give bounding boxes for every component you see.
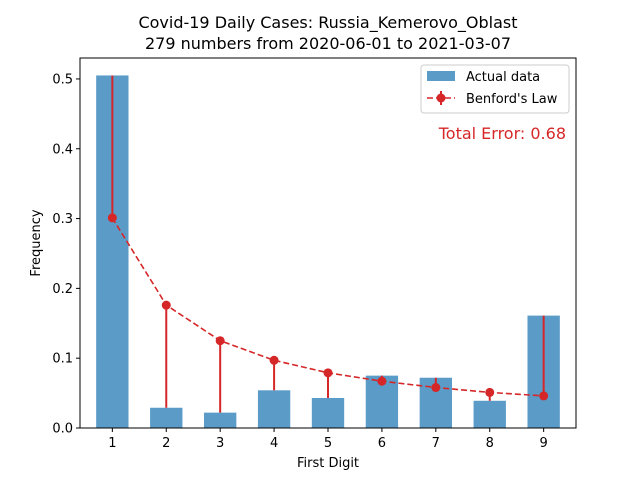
- benford-marker-digit-4: [269, 355, 279, 365]
- legend-benford-swatch-marker: [436, 93, 446, 103]
- y-tick-label-0.2: 0.2: [52, 282, 73, 297]
- benford-marker-digit-9: [539, 391, 549, 401]
- x-tick-label-5: 5: [324, 436, 332, 451]
- x-tick-label-4: 4: [270, 436, 278, 451]
- legend-actual-swatch: [427, 71, 455, 81]
- y-tick-label-0.1: 0.1: [52, 352, 73, 367]
- bar-digit-8: [473, 400, 506, 428]
- x-tick-label-2: 2: [162, 436, 170, 451]
- legend-frame: [420, 64, 570, 114]
- chart-title: Covid-19 Daily Cases: Russia_Kemerovo_Ob…: [138, 13, 517, 33]
- benford-marker-digit-6: [377, 376, 387, 386]
- y-tick-label-0.4: 0.4: [52, 142, 73, 157]
- benford-marker-digit-2: [161, 300, 171, 310]
- y-tick-label-0.5: 0.5: [52, 72, 73, 87]
- x-tick-label-3: 3: [216, 436, 224, 451]
- y-axis-ticks: 0.0 0.1 0.2 0.3 0.4 0.5: [52, 72, 80, 437]
- x-axis-label: First Digit: [297, 456, 359, 471]
- x-tick-label-6: 6: [378, 436, 386, 451]
- bar-digit-3: [204, 412, 237, 428]
- x-tick-label-1: 1: [108, 436, 116, 451]
- benford-marker-digit-8: [485, 387, 495, 397]
- y-tick-label-0.0: 0.0: [52, 422, 73, 437]
- x-tick-label-8: 8: [486, 436, 494, 451]
- legend: Actual data Benford's Law: [420, 64, 570, 114]
- benford-marker-digit-7: [431, 383, 441, 393]
- bar-digit-2: [150, 407, 183, 428]
- total-error-annotation: Total Error: 0.68: [438, 124, 566, 143]
- benford-marker-digit-3: [215, 336, 225, 346]
- bar-digit-4: [257, 390, 291, 428]
- legend-actual-label: Actual data: [466, 70, 540, 85]
- benford-marker-group: [107, 213, 549, 401]
- benford-marker-digit-1: [107, 213, 117, 223]
- y-tick-label-0.3: 0.3: [52, 212, 73, 227]
- benford-marker-digit-5: [323, 368, 333, 378]
- bar-digit-5: [311, 397, 345, 428]
- x-axis-ticks: 1 2 3 4 5 6 7 8 9: [108, 428, 548, 451]
- y-axis-label: Frequency: [29, 209, 44, 276]
- chart-subtitle: 279 numbers from 2020-06-01 to 2021-03-0…: [145, 34, 511, 53]
- x-tick-label-7: 7: [432, 436, 440, 451]
- x-tick-label-9: 9: [540, 436, 548, 451]
- legend-benford-label: Benford's Law: [466, 92, 558, 107]
